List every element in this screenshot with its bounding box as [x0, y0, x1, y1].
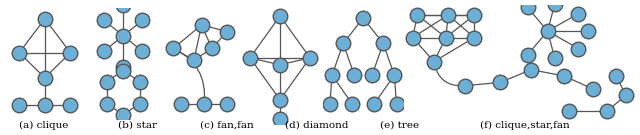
Point	[392, 103, 402, 105]
Point	[40, 77, 50, 79]
Point	[65, 52, 76, 54]
Point	[207, 47, 217, 49]
Point	[526, 69, 536, 71]
Point	[324, 103, 335, 105]
Text: (b) star: (b) star	[118, 121, 157, 130]
Point	[564, 110, 574, 112]
Point	[65, 103, 76, 106]
Point	[522, 54, 532, 56]
Point	[460, 85, 470, 87]
Point	[305, 57, 315, 59]
Point	[134, 80, 145, 83]
Text: (c) fan,fan: (c) fan,fan	[200, 121, 254, 130]
Point	[14, 52, 24, 54]
Point	[349, 74, 360, 76]
Point	[602, 110, 612, 112]
Point	[14, 103, 24, 106]
Point	[99, 19, 109, 21]
Point	[367, 74, 377, 76]
Point	[429, 60, 439, 63]
Point	[327, 74, 337, 76]
Point	[369, 103, 380, 105]
Point	[443, 14, 453, 16]
Point	[40, 103, 50, 106]
Text: (f) clique,star,fan: (f) clique,star,fan	[480, 120, 570, 130]
Point	[573, 48, 584, 50]
Point	[469, 14, 479, 16]
Point	[176, 103, 186, 105]
Point	[408, 36, 418, 39]
Point	[118, 114, 128, 116]
Point	[412, 14, 422, 16]
Text: (a) clique: (a) clique	[19, 120, 68, 130]
Point	[222, 31, 232, 33]
Point	[196, 24, 207, 26]
FancyArrowPatch shape	[435, 64, 462, 86]
Point	[134, 103, 145, 105]
Point	[275, 99, 285, 101]
Point	[118, 4, 128, 6]
Point	[495, 81, 506, 84]
Point	[99, 50, 109, 52]
Point	[138, 19, 148, 21]
Point	[102, 103, 112, 105]
Point	[522, 6, 532, 9]
Point	[222, 103, 232, 105]
Point	[118, 69, 128, 72]
Point	[275, 15, 285, 17]
Text: (e) tree: (e) tree	[380, 121, 420, 130]
Point	[275, 118, 285, 120]
Point	[245, 57, 255, 59]
Point	[588, 88, 598, 90]
Point	[40, 18, 50, 20]
Point	[358, 17, 369, 19]
Text: (d) diamond: (d) diamond	[285, 121, 349, 130]
Point	[118, 65, 128, 68]
Point	[573, 12, 584, 15]
Point	[102, 80, 112, 83]
Point	[138, 50, 148, 52]
Point	[583, 30, 593, 32]
Point	[550, 57, 560, 59]
Point	[199, 103, 209, 105]
Point	[118, 35, 128, 37]
Point	[559, 75, 570, 77]
Point	[550, 3, 560, 5]
Point	[168, 47, 179, 49]
Point	[338, 42, 348, 44]
Point	[189, 59, 199, 61]
Point	[275, 64, 285, 66]
FancyArrowPatch shape	[176, 50, 205, 101]
Point	[378, 42, 388, 44]
Point	[389, 74, 399, 76]
Point	[469, 36, 479, 39]
Point	[441, 36, 451, 39]
Point	[621, 94, 631, 96]
Point	[611, 75, 621, 77]
Point	[543, 30, 553, 32]
Point	[347, 103, 357, 105]
